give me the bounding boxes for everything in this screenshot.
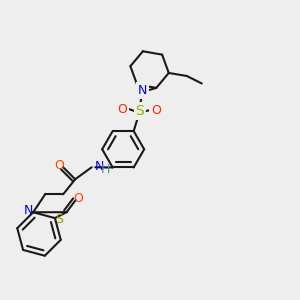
Text: S: S [136,104,144,118]
Text: O: O [74,192,83,205]
Text: O: O [117,103,127,116]
Text: O: O [151,103,161,117]
Text: N: N [138,84,147,97]
Text: N: N [94,160,104,173]
Text: N: N [24,204,33,217]
Text: H: H [100,163,110,176]
Text: O: O [55,159,64,172]
Text: S: S [56,213,63,226]
